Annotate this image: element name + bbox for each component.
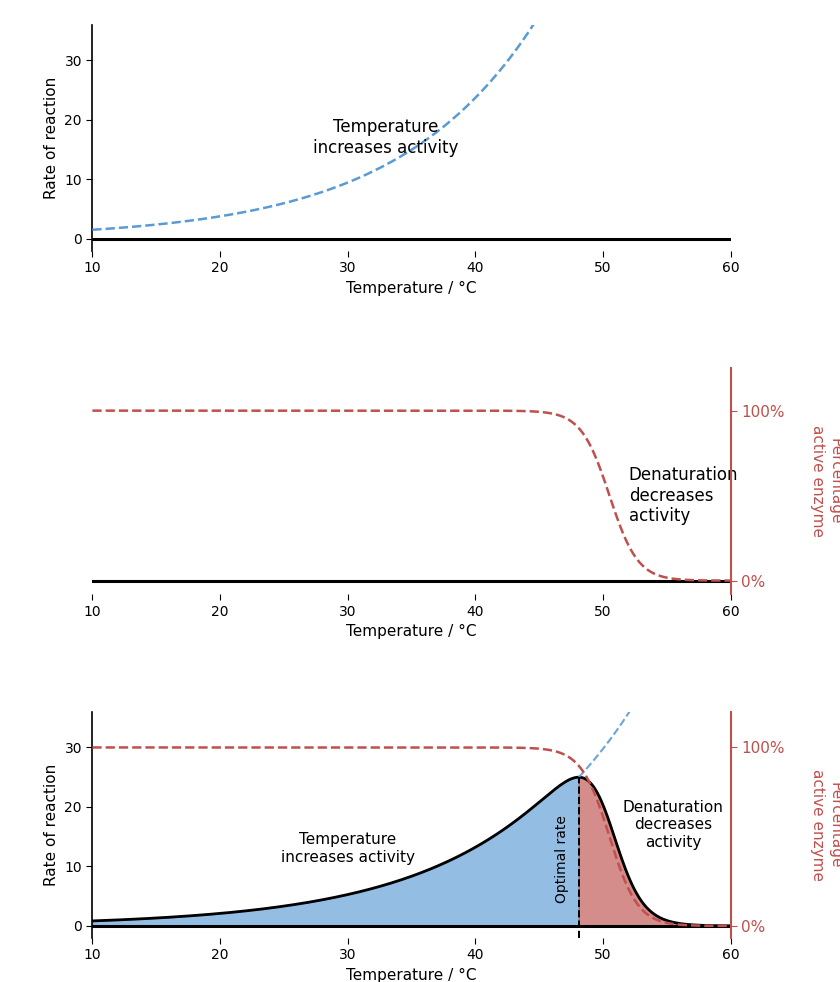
Text: Denaturation
decreases
activity: Denaturation decreases activity <box>623 800 724 849</box>
Y-axis label: Percentage
active enzyme: Percentage active enzyme <box>810 769 840 881</box>
X-axis label: Temperature / °C: Temperature / °C <box>346 968 477 982</box>
Y-axis label: Rate of reaction: Rate of reaction <box>44 77 59 198</box>
Text: Optimal rate: Optimal rate <box>555 815 570 902</box>
Text: Temperature
increases activity: Temperature increases activity <box>313 118 459 157</box>
Y-axis label: Percentage
active enzyme: Percentage active enzyme <box>810 425 840 537</box>
Text: Denaturation
decreases
activity: Denaturation decreases activity <box>628 465 738 525</box>
Y-axis label: Rate of reaction: Rate of reaction <box>44 764 59 886</box>
X-axis label: Temperature / °C: Temperature / °C <box>346 281 477 296</box>
Text: Temperature
increases activity: Temperature increases activity <box>281 833 415 865</box>
X-axis label: Temperature / °C: Temperature / °C <box>346 625 477 639</box>
